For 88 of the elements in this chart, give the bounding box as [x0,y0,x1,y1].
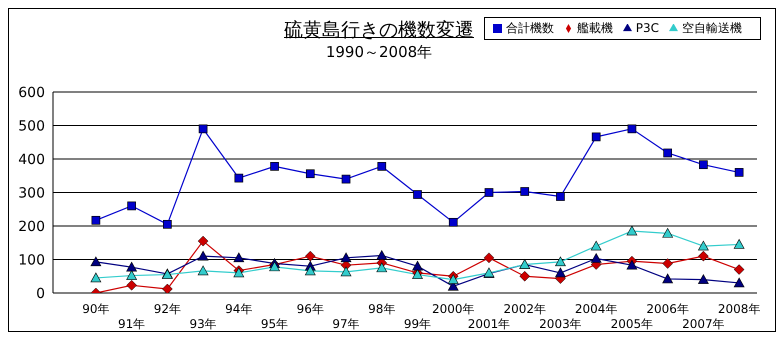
point [698,250,709,262]
y-tick-label: 600 [18,84,45,101]
point [305,266,316,276]
y-tick-label: 0 [36,286,45,302]
point [590,253,602,263]
point [520,187,530,196]
point [626,226,638,236]
point [555,268,566,278]
legend-label: 艦載機 [576,21,613,35]
point [734,264,744,275]
y-tick-label: 400 [18,152,45,168]
point [734,168,744,177]
point [198,124,208,134]
point [306,169,315,178]
point [126,262,137,272]
point [592,132,601,142]
chart-subtitle: 1990～2008年 [324,43,434,62]
point [663,148,672,158]
y-tick-label: 300 [18,185,45,202]
point [305,250,316,262]
point [234,268,244,278]
point [555,256,566,266]
x-tick-label: 95年 [260,317,288,331]
point [698,240,709,250]
y-tick-label: 100 [18,252,45,268]
point [626,260,638,270]
point [127,202,136,210]
point [698,274,709,284]
y-tick-label: 200 [18,218,45,235]
point [198,250,208,260]
x-tick-label: 96年 [296,302,324,316]
point [126,270,137,280]
x-tick-label: 2004年 [574,302,618,316]
point [269,262,280,272]
point [662,258,673,269]
x-tick-label: 2008年 [718,302,760,316]
x-tick-label: 2003年 [539,317,582,331]
y-tick-label: 500 [18,118,45,134]
point [734,239,744,249]
x-tick-label: 91年 [118,317,146,331]
point [126,280,137,291]
point [699,160,708,170]
point [448,218,458,227]
x-tick-label: 2000年 [432,302,475,316]
x-tick-label: 2005年 [610,317,654,331]
point [198,236,208,246]
point [376,262,388,272]
x-tick-label: 2007年 [682,317,725,331]
point [340,266,352,276]
legend-label: 空自輸送機 [682,21,742,35]
point [628,124,636,134]
point [662,274,673,284]
point [590,240,602,250]
point [234,174,244,182]
point [484,252,494,264]
point [662,228,673,238]
point [412,260,423,270]
point [413,190,422,199]
x-tick-label: 90年 [82,302,110,316]
point [92,216,100,225]
point [342,174,350,184]
point [340,252,352,262]
point [519,271,530,282]
point [377,162,386,171]
chart-title: 硫黄島行きの機数変遷 [284,19,474,41]
point [270,162,279,171]
x-tick-label: 97年 [332,317,360,331]
x-tick-label: 2002年 [503,302,546,316]
point [163,220,172,229]
x-tick-label: 2001年 [468,317,510,331]
point [90,256,102,266]
point [484,188,494,197]
x-tick-label: 99年 [404,317,432,331]
x-tick-label: 93年 [189,317,217,331]
point [198,266,208,276]
point [376,250,388,260]
point [556,192,565,201]
x-tick-label: 98年 [368,302,396,316]
point [162,284,173,293]
legend-label: P3C [636,21,659,35]
point [90,272,102,282]
x-tick-label: 92年 [154,302,181,316]
point [448,274,459,284]
x-tick-label: 2006年 [646,302,689,316]
legend-label: 合計機数 [506,21,554,35]
point [234,252,244,262]
point [734,278,744,288]
x-tick-label: 94年 [225,302,252,316]
